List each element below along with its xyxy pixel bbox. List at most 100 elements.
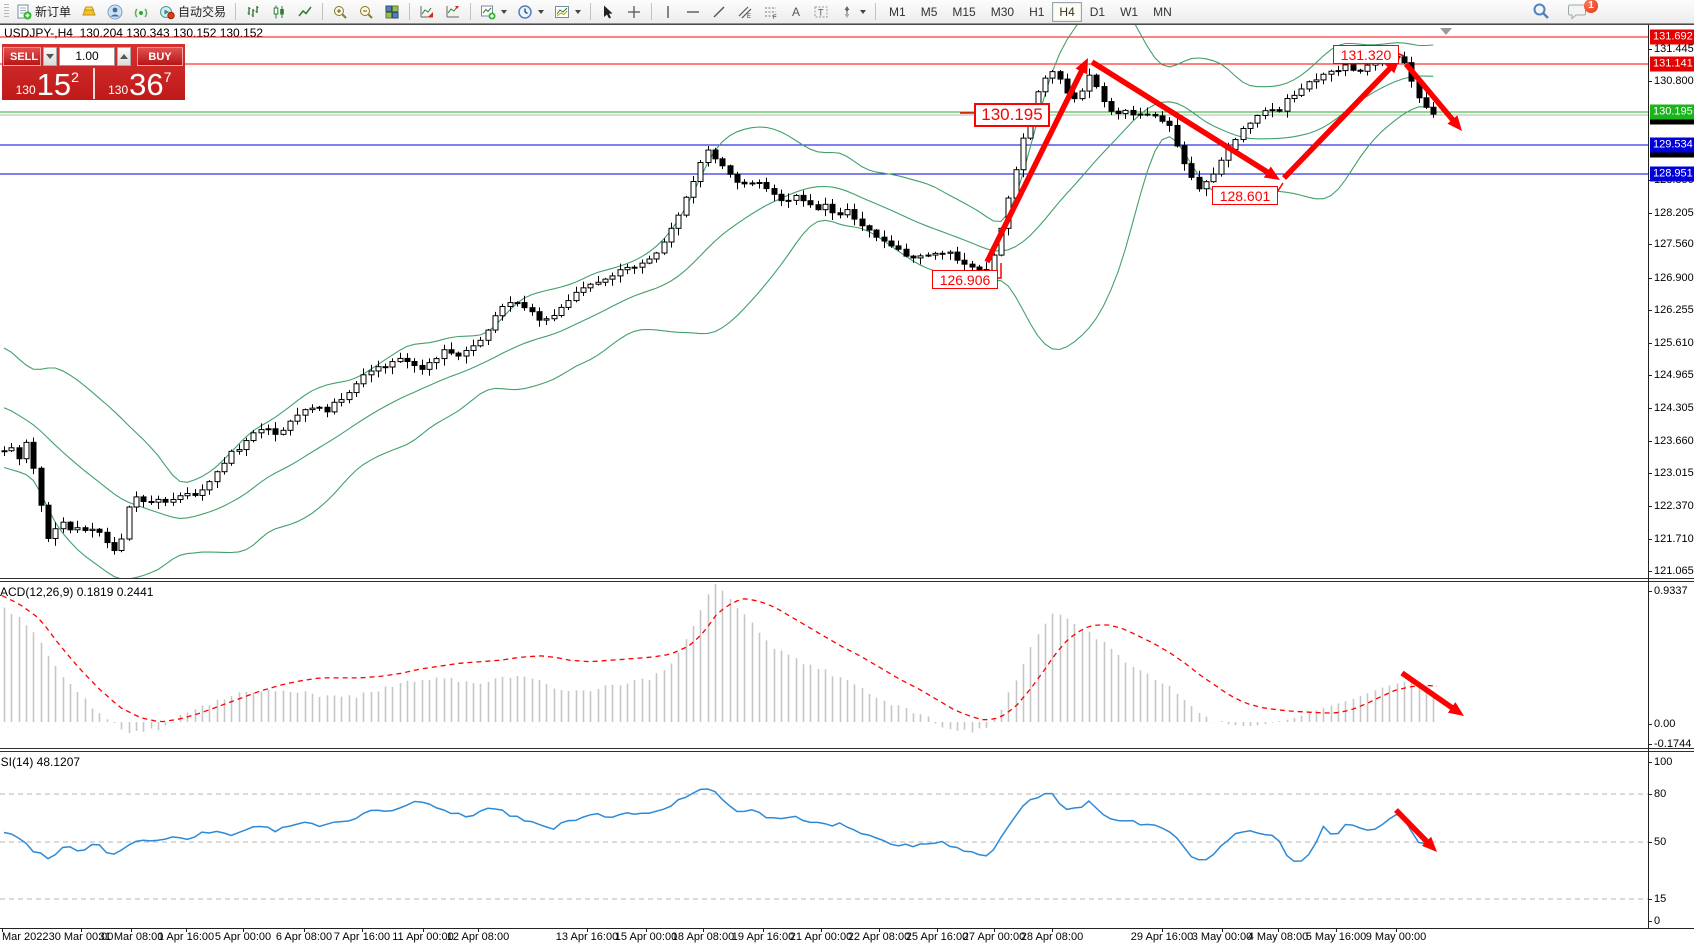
vertical-line-tool-button[interactable]	[656, 2, 680, 22]
chart-shift-button[interactable]	[440, 2, 466, 22]
sell-button[interactable]: SELL	[3, 46, 41, 66]
price-tick-label: 121.065	[1654, 565, 1694, 577]
svg-text:A: A	[792, 5, 800, 19]
timeframe-mn-button[interactable]: MN	[1146, 2, 1179, 22]
fibonacci-icon: F	[765, 7, 777, 20]
notifications-button[interactable]: 1	[1563, 0, 1598, 21]
date-tick-label: 28 Apr 08:00	[1020, 931, 1084, 943]
arrows-icon	[844, 5, 850, 18]
timeframe-m15-button[interactable]: M15	[945, 2, 982, 22]
text-tool-button[interactable]: A	[784, 2, 808, 22]
new-order-button[interactable]: 新订单	[11, 2, 76, 22]
macd-tick-label: 0.9337	[1654, 585, 1688, 597]
macd-indicator-label: MACD(12,26,9) 0.1819 0.2441	[0, 585, 154, 599]
bar-chart-mode-button[interactable]	[240, 2, 266, 22]
timeframe-toolbar: M1 M5 M15 M30 H1 H4 D1 W1 MN	[882, 1, 1179, 22]
price-annotation-label[interactable]: 131.320	[1333, 45, 1399, 64]
tile-windows-button[interactable]	[379, 2, 405, 22]
volume-down-button[interactable]	[43, 46, 57, 66]
channel-tool-button[interactable]: E	[732, 2, 758, 22]
line-chart-mode-button[interactable]	[292, 2, 318, 22]
notification-badge: 1	[1584, 0, 1598, 13]
price-tick-label: 126.255	[1654, 304, 1694, 316]
timeframe-h1-button[interactable]: H1	[1022, 2, 1051, 22]
buy-price-button[interactable]: 130 36 7	[95, 67, 186, 100]
svg-text:F: F	[773, 15, 777, 20]
equidistant-channel-icon: E	[738, 6, 752, 20]
macd-pane	[1, 583, 1464, 734]
volume-up-button[interactable]	[117, 46, 131, 66]
sell-price-button[interactable]: 130 15 2	[2, 67, 93, 100]
candlestick-mode-button[interactable]	[266, 2, 292, 22]
rsi-indicator-label: RSI(14) 48.1207	[0, 755, 81, 769]
new-order-icon	[17, 4, 32, 19]
cursor-icon	[604, 5, 613, 18]
text-icon: A	[792, 5, 800, 19]
toolbar-separator	[470, 3, 472, 20]
date-tick-label: 19 Apr 16:00	[731, 931, 795, 943]
fibonacci-tool-button[interactable]: F	[758, 2, 784, 22]
date-tick-label: 31 Mar 08:00	[98, 931, 164, 943]
trendline-tool-button[interactable]	[706, 2, 732, 22]
timeframe-m5-button[interactable]: M5	[914, 2, 945, 22]
toolbar-separator	[651, 3, 653, 20]
zoom-out-button[interactable]	[353, 2, 379, 22]
date-tick-label: 29 Apr 16:00	[1130, 931, 1194, 943]
price-annotation-label[interactable]: 128.601	[1212, 186, 1278, 205]
timeframe-d1-button[interactable]: D1	[1083, 2, 1112, 22]
price-annotation-label[interactable]: 126.906	[932, 270, 998, 289]
price-annotation-label[interactable]: 130.195	[974, 103, 1050, 127]
community-button[interactable]	[102, 2, 128, 22]
crosshair-tool-button[interactable]	[621, 2, 647, 22]
horizontal-line-tool-button[interactable]	[680, 2, 706, 22]
price-divider	[92, 68, 95, 99]
periods-button[interactable]	[512, 2, 549, 22]
templates-button[interactable]	[549, 2, 586, 22]
timeframe-w1-button[interactable]: W1	[1113, 2, 1145, 22]
date-tick-label: 3 May 00:00	[1191, 931, 1253, 943]
dropdown-caret-icon	[501, 9, 508, 14]
rsi-tick-label: 50	[1654, 836, 1667, 848]
auto-scroll-button[interactable]	[414, 2, 440, 22]
sell-price-pips: 15	[36, 67, 72, 102]
toolbar-grip[interactable]	[4, 4, 9, 19]
toolbar-separator	[875, 3, 877, 20]
crosshair-icon	[628, 5, 641, 18]
zoom-in-button[interactable]	[327, 2, 353, 22]
sell-price-integer: 130	[15, 83, 36, 97]
buy-button[interactable]: BUY	[137, 46, 183, 66]
dropdown-caret-icon	[860, 9, 867, 14]
cursor-tool-button[interactable]	[595, 2, 621, 22]
arrows-tool-button[interactable]	[834, 2, 871, 22]
volume-input[interactable]	[59, 46, 115, 66]
timeframe-m30-button[interactable]: M30	[984, 2, 1021, 22]
market-watch-button[interactable]	[76, 2, 102, 22]
text-label-icon: T	[814, 6, 828, 17]
date-tick-label: 6 Apr 08:00	[275, 931, 333, 943]
search-icon	[1533, 3, 1549, 19]
price-tick-label: 121.710	[1654, 533, 1694, 545]
price-tick-label: 124.305	[1654, 402, 1694, 414]
timeframe-h4-button[interactable]: H4	[1052, 1, 1082, 22]
svg-text:T: T	[818, 7, 824, 17]
zoom-in-icon	[334, 5, 347, 19]
text-label-tool-button[interactable]: T	[808, 2, 834, 22]
date-tick-label: 1 Apr 16:00	[157, 931, 215, 943]
vertical-line-icon	[667, 5, 669, 18]
date-tick-label: 30 Mar 00:00	[48, 931, 114, 943]
rsi-pane	[0, 788, 1648, 900]
autotrading-button[interactable]: 自动交易	[154, 2, 231, 22]
date-tick-label: 9 May 00:00	[1365, 931, 1427, 943]
price-badge: 130.195	[1650, 104, 1694, 120]
price-tick-label: 127.560	[1654, 238, 1694, 250]
new-chart-button[interactable]	[475, 2, 512, 22]
search-button[interactable]	[1527, 1, 1555, 21]
date-tick-label: 5 Apr 00:00	[214, 931, 272, 943]
candlestick-icon	[273, 5, 284, 18]
signals-button[interactable]	[128, 2, 154, 22]
timeframe-m1-button[interactable]: M1	[882, 2, 913, 22]
rsi-tick-label: 80	[1654, 788, 1667, 800]
sell-price-point: 2	[71, 69, 79, 85]
candles-layer	[1, 51, 1437, 555]
